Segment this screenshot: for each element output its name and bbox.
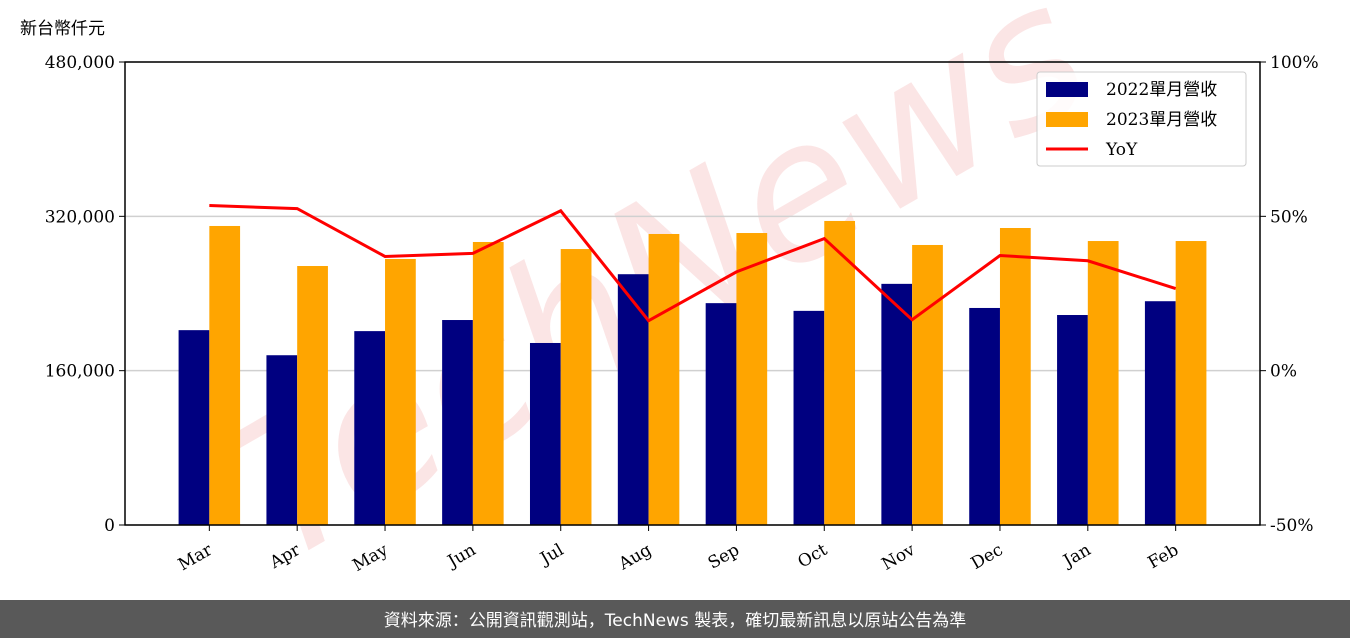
y2-tick-label: 100% xyxy=(1270,53,1319,73)
bar xyxy=(1144,301,1176,525)
bar xyxy=(824,220,856,526)
y-tick-label: 0 xyxy=(104,516,115,536)
legend-label: YoY xyxy=(1105,140,1138,160)
yoy-line xyxy=(209,204,1177,323)
bar xyxy=(793,310,825,525)
bar xyxy=(560,249,592,525)
y2-tick-label: 0% xyxy=(1270,362,1297,382)
bar xyxy=(999,228,1031,525)
y-tick-label: 480,000 xyxy=(45,53,115,73)
bar xyxy=(385,258,416,525)
x-tick-label: Oct xyxy=(795,540,831,573)
y2-tick-label: -50% xyxy=(1270,516,1314,536)
y-tick-label: 320,000 xyxy=(45,207,115,227)
x-tick-label: Dec xyxy=(968,540,1007,574)
bar xyxy=(969,307,1000,525)
bar xyxy=(1087,241,1119,525)
x-tick-label: Jun xyxy=(443,540,480,573)
bar xyxy=(178,330,210,525)
bar xyxy=(912,244,943,526)
footer: 資料來源：公開資訊觀測站，TechNews 製表，確切最新訊息以原站公告為準 xyxy=(384,611,966,631)
x-tick-label: Feb xyxy=(1145,540,1183,573)
x-tick-label: Jan xyxy=(1058,540,1094,572)
legend-swatch xyxy=(1046,112,1088,127)
x-tick-label: Sep xyxy=(705,540,743,574)
x-tick-label: Jul xyxy=(535,540,567,570)
legend-label: 2023單月營收 xyxy=(1106,110,1217,130)
bar xyxy=(1057,315,1088,525)
x-tick-label: Nov xyxy=(879,540,919,575)
bar xyxy=(354,331,386,525)
x-tick-label: Mar xyxy=(175,540,217,576)
y2-tick-label: 50% xyxy=(1270,207,1308,227)
bar xyxy=(705,303,737,525)
legend-swatch xyxy=(1046,82,1088,97)
bar xyxy=(529,342,561,525)
bar xyxy=(1175,241,1207,525)
legend-box xyxy=(1036,71,1247,167)
y-axis-unit: 新台幣仟元 xyxy=(20,19,105,39)
bar xyxy=(648,233,680,525)
bar xyxy=(736,233,768,525)
bar xyxy=(266,355,298,525)
x-tick-label: Aug xyxy=(615,540,656,575)
legend-label: 2022單月營收 xyxy=(1106,80,1217,100)
y-tick-label: 160,000 xyxy=(45,362,115,382)
bar xyxy=(209,225,241,525)
bar xyxy=(617,274,649,525)
bar xyxy=(442,320,473,525)
bar xyxy=(472,241,504,525)
bar xyxy=(881,283,913,525)
plot-frame xyxy=(124,61,1261,526)
bar xyxy=(297,266,328,525)
footer-bar xyxy=(0,600,1350,638)
